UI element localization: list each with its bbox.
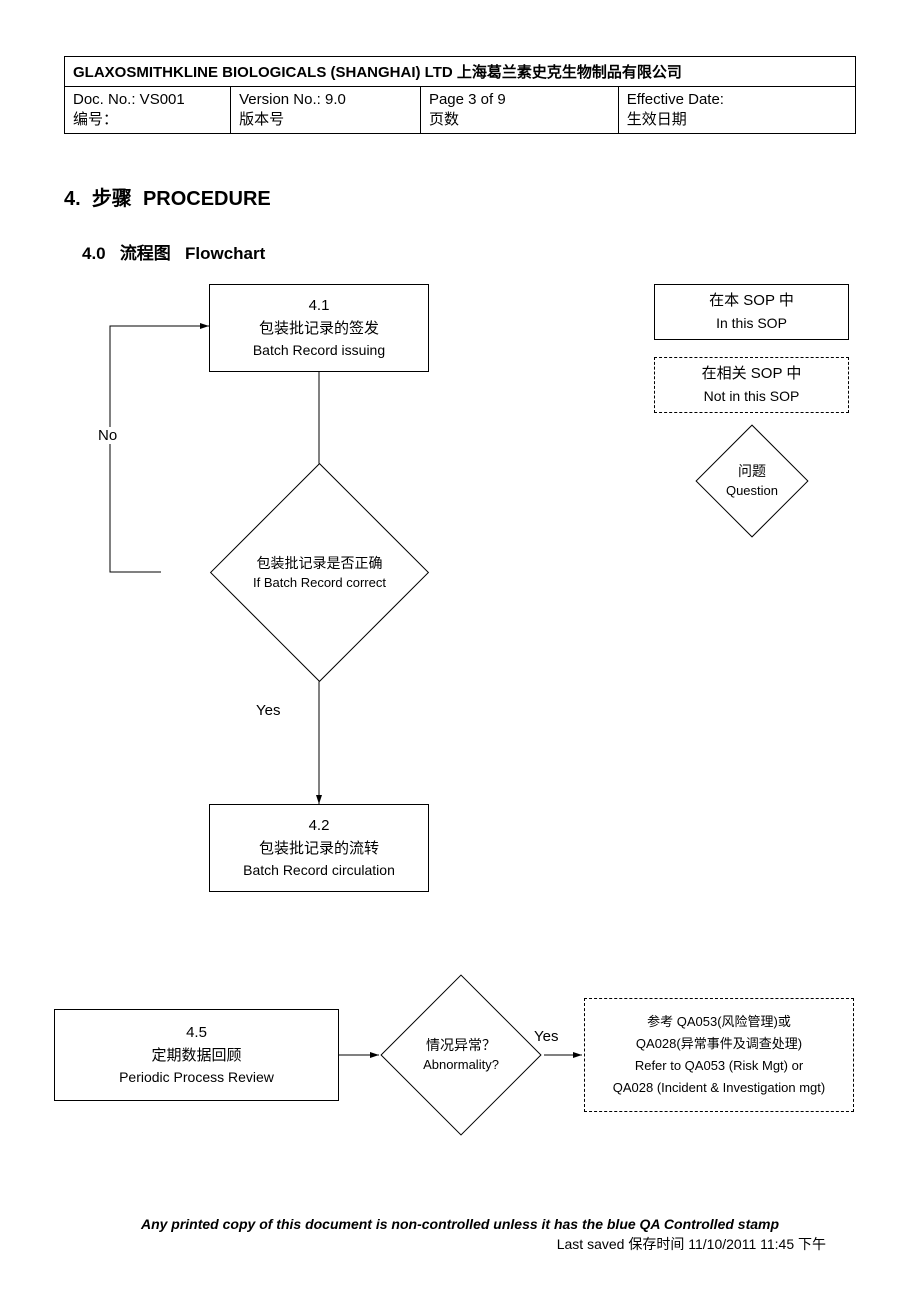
box45-zh: 定期数据回顾 <box>151 1045 241 1068</box>
subsection-number: 4.0 <box>82 244 106 263</box>
document-header: GLAXOSMITHKLINE BIOLOGICALS (SHANGHAI) L… <box>64 56 856 134</box>
legend-diamond: 问题 Question <box>695 424 808 537</box>
company-name: GLAXOSMITHKLINE BIOLOGICALS (SHANGHAI) L… <box>65 57 856 87</box>
version-en: Version No.: 9.0 <box>239 91 412 108</box>
box45-en: Periodic Process Review <box>119 1067 274 1088</box>
subsection-title-zh: 流程图 <box>120 244 171 263</box>
legend-dashed-en: Not in this SOP <box>704 386 800 407</box>
section-title-zh: 步骤 <box>92 188 132 210</box>
box41-num: 4.1 <box>309 295 330 318</box>
footer-lastsaved: Last saved 保存时间 11/10/2011 11:45 下午 <box>64 1234 856 1254</box>
legend-question-en: Question <box>726 482 778 500</box>
subsection-title-en: Flowchart <box>185 244 265 263</box>
process-box-42: 4.2 包装批记录的流转 Batch Record circulation <box>209 804 429 892</box>
process-box-45: 4.5 定期数据回顾 Periodic Process Review <box>54 1009 339 1101</box>
legend-dashed-box: 在相关 SOP 中 Not in this SOP <box>654 357 849 413</box>
effdate-zh: 生效日期 <box>627 108 847 129</box>
legend-dashed-zh: 在相关 SOP 中 <box>702 363 802 386</box>
legend-solid-box: 在本 SOP 中 In this SOP <box>654 284 849 340</box>
effdate-en: Effective Date: <box>627 91 847 108</box>
section-heading: 4. 步骤 PROCEDURE <box>64 182 856 211</box>
section-title-en: PROCEDURE <box>143 188 271 210</box>
flowchart: 4.1 包装批记录的签发 Batch Record issuing 包装批记录是… <box>64 284 856 1144</box>
legend-solid-en: In this SOP <box>716 313 787 334</box>
section-number: 4. <box>64 188 81 210</box>
refbox-line3: Refer to QA053 (Risk Mgt) or <box>635 1055 803 1077</box>
box41-en: Batch Record issuing <box>253 340 385 361</box>
process-box-41: 4.1 包装批记录的签发 Batch Record issuing <box>209 284 429 372</box>
decision1-en: If Batch Record correct <box>253 573 386 591</box>
reference-box: 参考 QA053(风险管理)或 QA028(异常事件及调查处理) Refer t… <box>584 998 854 1112</box>
docno-en: Doc. No.: VS001 <box>73 91 222 108</box>
decision1-zh: 包装批记录是否正确 <box>257 554 383 574</box>
refbox-line4: QA028 (Incident & Investigation mgt) <box>613 1077 825 1099</box>
box42-en: Batch Record circulation <box>243 860 395 881</box>
legend-solid-zh: 在本 SOP 中 <box>709 290 794 313</box>
subsection-heading: 4.0 流程图 Flowchart <box>82 239 856 264</box>
box45-num: 4.5 <box>186 1022 207 1045</box>
docno-zh: 编号： <box>73 108 222 129</box>
label-no: No <box>98 427 117 444</box>
label-yes-horizontal: Yes <box>534 1028 558 1045</box>
version-zh: 版本号 <box>239 108 412 129</box>
refbox-line1: 参考 QA053(风险管理)或 <box>647 1011 791 1033</box>
legend-question-zh: 问题 <box>738 462 766 482</box>
footer-disclaimer: Any printed copy of this document is non… <box>64 1216 856 1232</box>
box41-zh: 包装批记录的签发 <box>259 318 379 341</box>
page-footer: Any printed copy of this document is non… <box>64 1216 856 1254</box>
page-en: Page 3 of 9 <box>429 91 610 108</box>
refbox-line2: QA028(异常事件及调查处理) <box>636 1033 802 1055</box>
box42-zh: 包装批记录的流转 <box>259 838 379 861</box>
decision2-zh: 情况异常？ <box>426 1036 496 1056</box>
decision-abnormality: 情况异常？ Abnormality? <box>380 974 541 1135</box>
decision2-en: Abnormality? <box>423 1056 499 1074</box>
label-yes-vertical: Yes <box>256 702 280 719</box>
decision-batch-correct: 包装批记录是否正确 If Batch Record correct <box>210 463 429 682</box>
page-zh: 页数 <box>429 108 610 129</box>
box42-num: 4.2 <box>309 815 330 838</box>
